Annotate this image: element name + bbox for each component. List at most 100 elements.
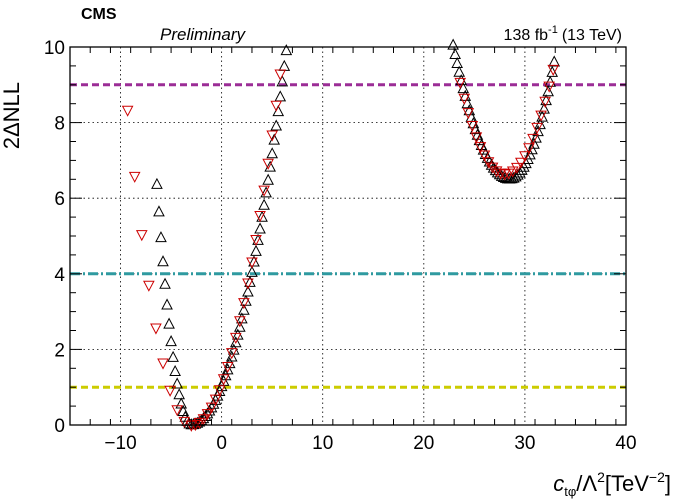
triangle-up-point [155, 231, 167, 243]
triangle-up-point [225, 350, 238, 362]
triangle-down-point [539, 96, 551, 108]
triangle-down-point [478, 150, 491, 162]
triangle-down-point [128, 171, 141, 183]
triangle-up-point [542, 85, 554, 97]
triangle-down-point [201, 409, 214, 421]
triangle-down-point [143, 280, 155, 292]
triangle-down-point [458, 93, 471, 105]
triangle-down-point [470, 132, 483, 144]
triangle-up-point [242, 285, 254, 297]
y-axis-title: 2ΔNLL [0, 82, 24, 149]
triangle-down-point [150, 323, 162, 335]
x-axis-title: ctφ/Λ2[TeV−2] [553, 469, 671, 499]
triangle-up-point [262, 173, 274, 185]
triangle-up-point [473, 134, 486, 146]
triangle-up-point [177, 404, 190, 416]
lumi-energy: (13 TeV) [562, 27, 622, 44]
triangle-down-point [474, 142, 487, 154]
triangle-down-point [523, 143, 535, 155]
plot-frame [69, 46, 627, 426]
triangle-up-point [451, 56, 464, 69]
y-tick-label: 2 [54, 340, 65, 361]
triangle-down-point [157, 358, 169, 370]
triangle-up-point [548, 55, 561, 67]
triangle-up-point [151, 177, 163, 189]
triangle-down-point [238, 298, 250, 310]
triangle-down-point [266, 130, 279, 142]
triangle-up-point [171, 377, 183, 389]
triangle-down-point [535, 110, 547, 122]
x-tick-label: 0 [216, 433, 227, 454]
cms-label: CMS [81, 6, 117, 23]
triangle-up-point [455, 74, 468, 86]
triangle-down-point [519, 151, 531, 163]
triangle-down-point [274, 69, 287, 81]
triangle-up-point [536, 110, 548, 122]
triangle-up-point [256, 210, 268, 222]
x-title-exp2: −2 [649, 469, 665, 485]
triangle-up-point [157, 255, 169, 267]
triangle-down-point [531, 122, 543, 135]
triangle-up-point [248, 255, 260, 267]
x-title-unit: [TeV [605, 471, 649, 496]
triangle-up-point [264, 160, 276, 172]
triangle-up-point [153, 205, 165, 217]
triangle-down-point [221, 361, 234, 374]
threshold-lines [70, 83, 626, 389]
triangle-up-point [274, 90, 287, 102]
grid [70, 47, 626, 425]
triangle-down-point [490, 166, 503, 178]
triangle-up-point [459, 89, 472, 101]
x-tick-label: 20 [413, 433, 434, 454]
triangle-down-point [258, 185, 270, 197]
triangle-up-point [546, 65, 559, 77]
x-tick-label: 10 [312, 433, 333, 454]
triangle-down-point [262, 158, 274, 170]
triangle-up-point [229, 336, 242, 348]
triangle-down-point [217, 374, 230, 386]
triangle-up-point [254, 222, 266, 234]
triangle-up-point [169, 364, 181, 377]
preliminary-label: Preliminary [160, 25, 247, 44]
triangle-up-point [280, 44, 293, 56]
triangle-up-point [221, 363, 234, 375]
triangle-up-point [530, 131, 542, 143]
y-tick-label: 8 [54, 114, 65, 135]
triangle-down-point [482, 157, 495, 169]
triangle-down-point [178, 416, 191, 428]
triangle-down-point [246, 257, 258, 269]
x-title-exp1: 2 [597, 469, 605, 485]
triangle-up-point [272, 105, 285, 117]
x-tick-label: −10 [104, 433, 136, 454]
triangle-up-point [173, 388, 186, 400]
triangle-up-point [163, 317, 175, 329]
triangle-up-point [161, 298, 173, 310]
triangle-down-point [164, 385, 176, 397]
triangle-up-point [538, 102, 550, 114]
triangle-up-point [179, 410, 192, 422]
triangle-down-point [454, 77, 467, 89]
triangle-up-point [276, 75, 289, 87]
triangle-down-point [197, 414, 210, 426]
triangle-down-point [234, 316, 246, 328]
triangle-down-point [486, 162, 499, 174]
triangle-up-point [471, 128, 484, 140]
triangle-up-point [544, 75, 557, 87]
x-title-close: ] [665, 471, 671, 496]
triangle-down-point [250, 234, 262, 247]
triangle-up-point [165, 335, 177, 347]
triangle-down-point [171, 405, 183, 417]
x-title-symbol: c [553, 471, 564, 496]
x-tick-label: 30 [514, 433, 535, 454]
triangle-up-point [159, 277, 171, 289]
triangle-up-point [278, 59, 291, 71]
triangle-down-point [462, 108, 475, 120]
triangle-up-point [526, 143, 538, 155]
luminosity-label: 138 fb-1 (13 TeV) [504, 24, 622, 44]
triangle-up-point [234, 320, 246, 332]
triangle-up-point [258, 198, 270, 210]
triangle-down-point [515, 157, 527, 169]
triangle-up-point [246, 265, 258, 277]
triangle-down-point [506, 166, 519, 178]
